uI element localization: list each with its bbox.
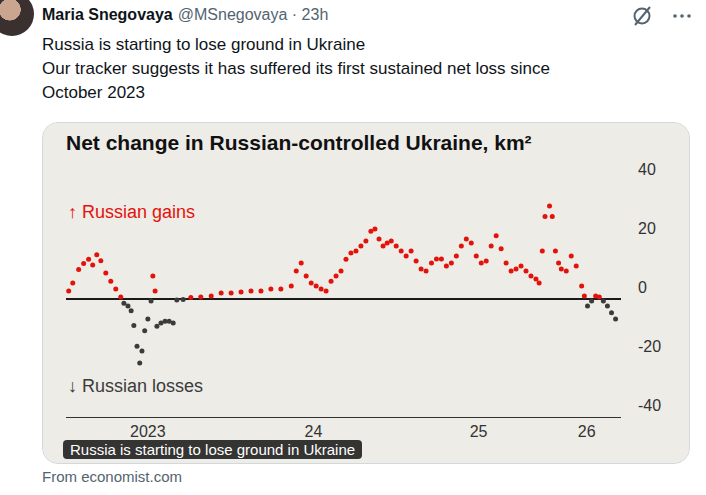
svg-text:-20: -20	[638, 338, 661, 355]
html-text:Maria Snegovaya @MSnegovaya ·: Maria Snegovaya @MSnegovaya · 23h	[42, 6, 329, 23]
html-text:October 2023: October 2023	[42, 83, 145, 102]
svg-text:0: 0	[638, 279, 647, 296]
svg-text:24: 24	[305, 423, 323, 440]
svg-text:20: 20	[638, 220, 656, 237]
svg-text:↑ Russian gains: ↑ Russian gains	[68, 202, 195, 222]
svg-text:2023: 2023	[130, 423, 166, 440]
html-text:Our tracker suggests it has su: Our tracker suggests it has suffered its…	[42, 59, 550, 78]
html-text:Russia is starting to lose gro: Russia is starting to lose ground in Ukr…	[42, 35, 366, 54]
svg-text:26: 26	[578, 423, 596, 440]
svg-text:25: 25	[470, 423, 488, 440]
svg-text:-40: -40	[638, 397, 661, 414]
svg-text:40: 40	[638, 161, 656, 178]
svg-text:Net change in Russian-controll: Net change in Russian-controlled Ukraine…	[66, 131, 532, 154]
html-text:Russia is starting to lose gro: Russia is starting to lose ground in Ukr…	[70, 441, 356, 458]
html-text:From economist.com: From economist.com	[42, 468, 182, 485]
svg-text:↓ Russian losses: ↓ Russian losses	[68, 376, 203, 396]
